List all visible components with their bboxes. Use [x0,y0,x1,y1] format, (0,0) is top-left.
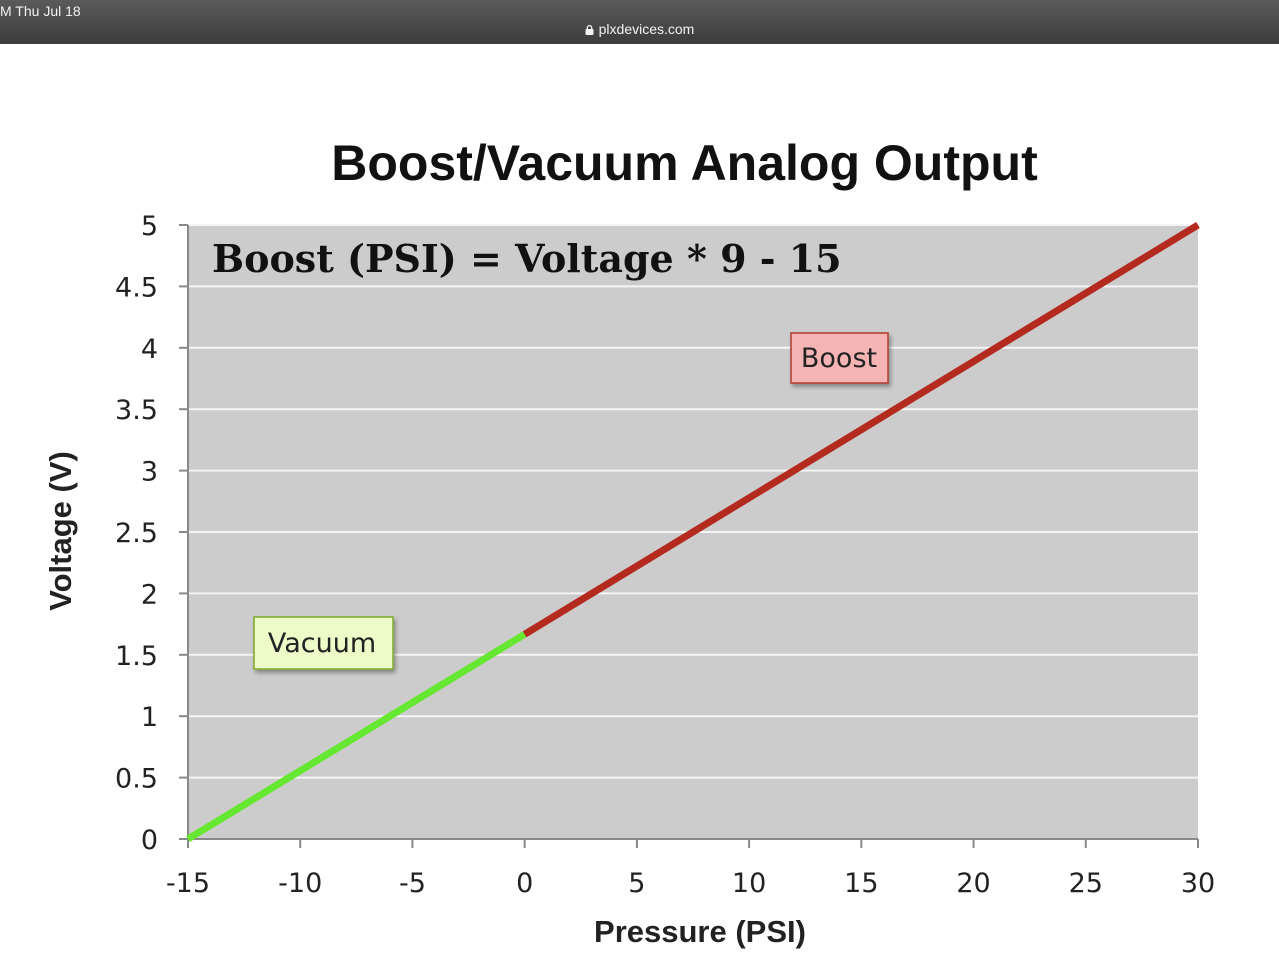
y-tick-label: 1 [141,702,158,733]
y-axis-label: Voltage (V) [43,451,78,611]
formula-annotation: Boost (PSI) = Voltage * 9 - 15 [212,236,842,281]
y-tick-label: 5 [141,211,158,242]
x-tick-label: 20 [956,868,990,899]
vacuum-series-line [186,631,527,842]
x-tick-label: -10 [278,868,322,899]
x-tick-label: 25 [1069,868,1103,899]
gridlines [188,224,1198,779]
y-tick-label: 3 [141,457,158,488]
x-tick-label: 30 [1181,868,1215,899]
axes: 0 0.5 1 1.5 2 2.5 3 3.5 4 4.5 5 -15 -10 -5 0 5 10 15 20 25 3… [115,211,1215,899]
url-text: plxdevices.com [598,21,695,37]
y-tick-label: 0 [141,825,158,856]
series [186,222,1200,842]
chart-title: Boost/Vacuum Analog Output [331,135,1038,191]
vacuum-callout: Vacuum [253,616,394,670]
boost-callout-label: Boost [801,343,877,374]
lock-icon [585,25,594,35]
x-axis-label: Pressure (PSI) [594,914,806,949]
vacuum-callout-label: Vacuum [268,628,376,659]
y-tick-label: 4.5 [115,272,158,303]
x-tick-label: -15 [166,868,210,899]
boost-series-line [522,222,1200,638]
x-tick-label: 5 [628,868,645,899]
x-tick-label: 15 [844,868,878,899]
x-tick-label: 10 [732,868,766,899]
y-tick-label: 2.5 [115,518,158,549]
boost-callout: Boost [790,332,889,384]
x-tick-label: 0 [516,868,533,899]
y-tick-label: 3.5 [115,395,158,426]
status-time: M Thu Jul 18 [0,3,81,19]
y-tick-label: 4 [141,334,158,365]
y-tick-label: 0.5 [115,764,158,795]
y-tick-label: 2 [141,579,158,610]
x-tick-label: -5 [399,868,426,899]
address-bar[interactable]: plxdevices.com [0,21,1279,37]
y-tick-label: 1.5 [115,641,158,672]
status-bar: M Thu Jul 18 plxdevices.com [0,0,1279,44]
